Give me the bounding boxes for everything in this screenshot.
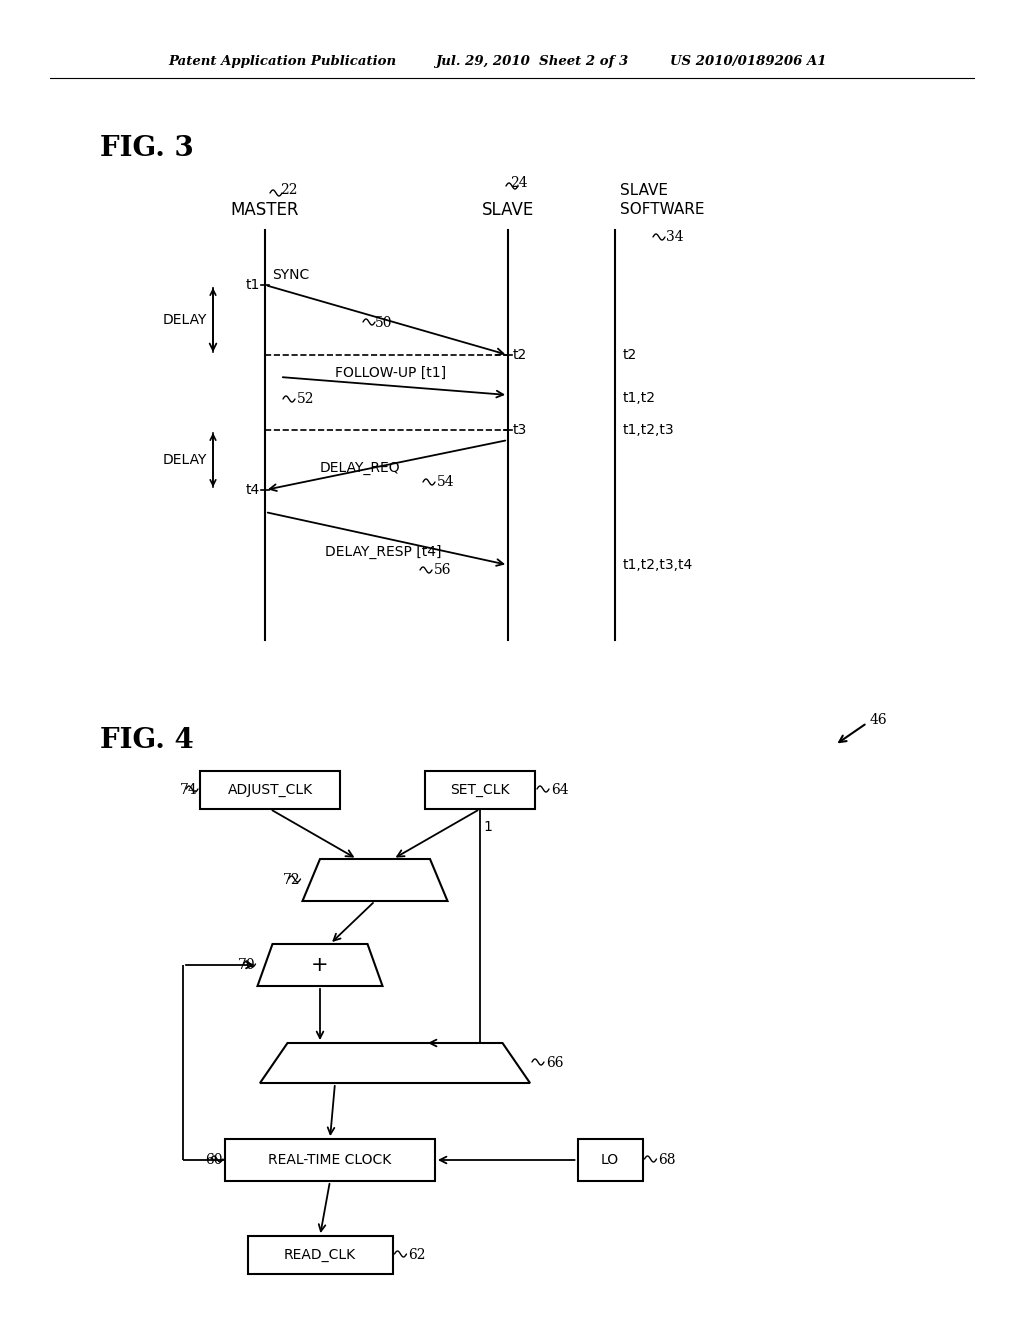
Text: t1: t1: [246, 279, 260, 292]
Text: t1,t2,t3,t4: t1,t2,t3,t4: [623, 558, 693, 572]
Text: FOLLOW-UP [t1]: FOLLOW-UP [t1]: [335, 366, 446, 380]
Bar: [578, 1139, 642, 1181]
Text: 74: 74: [180, 783, 198, 797]
Text: 62: 62: [409, 1247, 426, 1262]
Text: DELAY_RESP [t4]: DELAY_RESP [t4]: [325, 545, 441, 560]
Text: +: +: [311, 954, 329, 975]
Text: t1,t2: t1,t2: [623, 391, 656, 405]
Text: 70: 70: [238, 958, 256, 972]
Text: READ_CLK: READ_CLK: [284, 1247, 356, 1262]
Bar: [200, 771, 340, 809]
Text: DELAY_REQ: DELAY_REQ: [319, 461, 400, 475]
Text: 34: 34: [666, 230, 684, 244]
Text: 64: 64: [551, 783, 568, 797]
Polygon shape: [257, 944, 383, 986]
Text: 24: 24: [510, 176, 527, 190]
Text: 72: 72: [283, 873, 300, 887]
Text: 60: 60: [206, 1152, 223, 1167]
Text: SLAVE
SOFTWARE: SLAVE SOFTWARE: [620, 183, 705, 216]
Text: t3: t3: [513, 422, 527, 437]
Text: 54: 54: [437, 475, 455, 488]
Text: US 2010/0189206 A1: US 2010/0189206 A1: [670, 55, 826, 69]
Text: Patent Application Publication: Patent Application Publication: [168, 55, 396, 69]
Text: 1: 1: [483, 820, 492, 834]
Text: 46: 46: [870, 713, 888, 727]
Text: FIG. 4: FIG. 4: [100, 726, 194, 754]
Bar: [248, 1236, 392, 1274]
Polygon shape: [302, 859, 447, 902]
Text: t2: t2: [623, 348, 637, 362]
Text: 52: 52: [297, 392, 314, 407]
Polygon shape: [260, 1043, 530, 1082]
Text: REAL-TIME CLOCK: REAL-TIME CLOCK: [268, 1152, 391, 1167]
Text: 22: 22: [280, 183, 298, 197]
Text: DELAY: DELAY: [163, 453, 207, 467]
Text: FIG. 3: FIG. 3: [100, 135, 194, 161]
Text: SYNC: SYNC: [272, 268, 309, 282]
Text: Jul. 29, 2010  Sheet 2 of 3: Jul. 29, 2010 Sheet 2 of 3: [435, 55, 629, 69]
Text: 50: 50: [375, 315, 392, 330]
Bar: [425, 771, 535, 809]
Text: ADJUST_CLK: ADJUST_CLK: [227, 783, 312, 797]
Text: t2: t2: [513, 348, 527, 362]
Text: 56: 56: [434, 564, 452, 577]
Text: SET_CLK: SET_CLK: [451, 783, 510, 797]
Text: LO: LO: [601, 1152, 620, 1167]
Text: DELAY: DELAY: [163, 313, 207, 327]
Text: t1,t2,t3: t1,t2,t3: [623, 422, 675, 437]
Text: t4: t4: [246, 483, 260, 498]
Text: 66: 66: [546, 1056, 563, 1071]
Bar: [225, 1139, 435, 1181]
Text: SLAVE: SLAVE: [482, 201, 535, 219]
Text: 68: 68: [658, 1152, 676, 1167]
Text: MASTER: MASTER: [230, 201, 299, 219]
